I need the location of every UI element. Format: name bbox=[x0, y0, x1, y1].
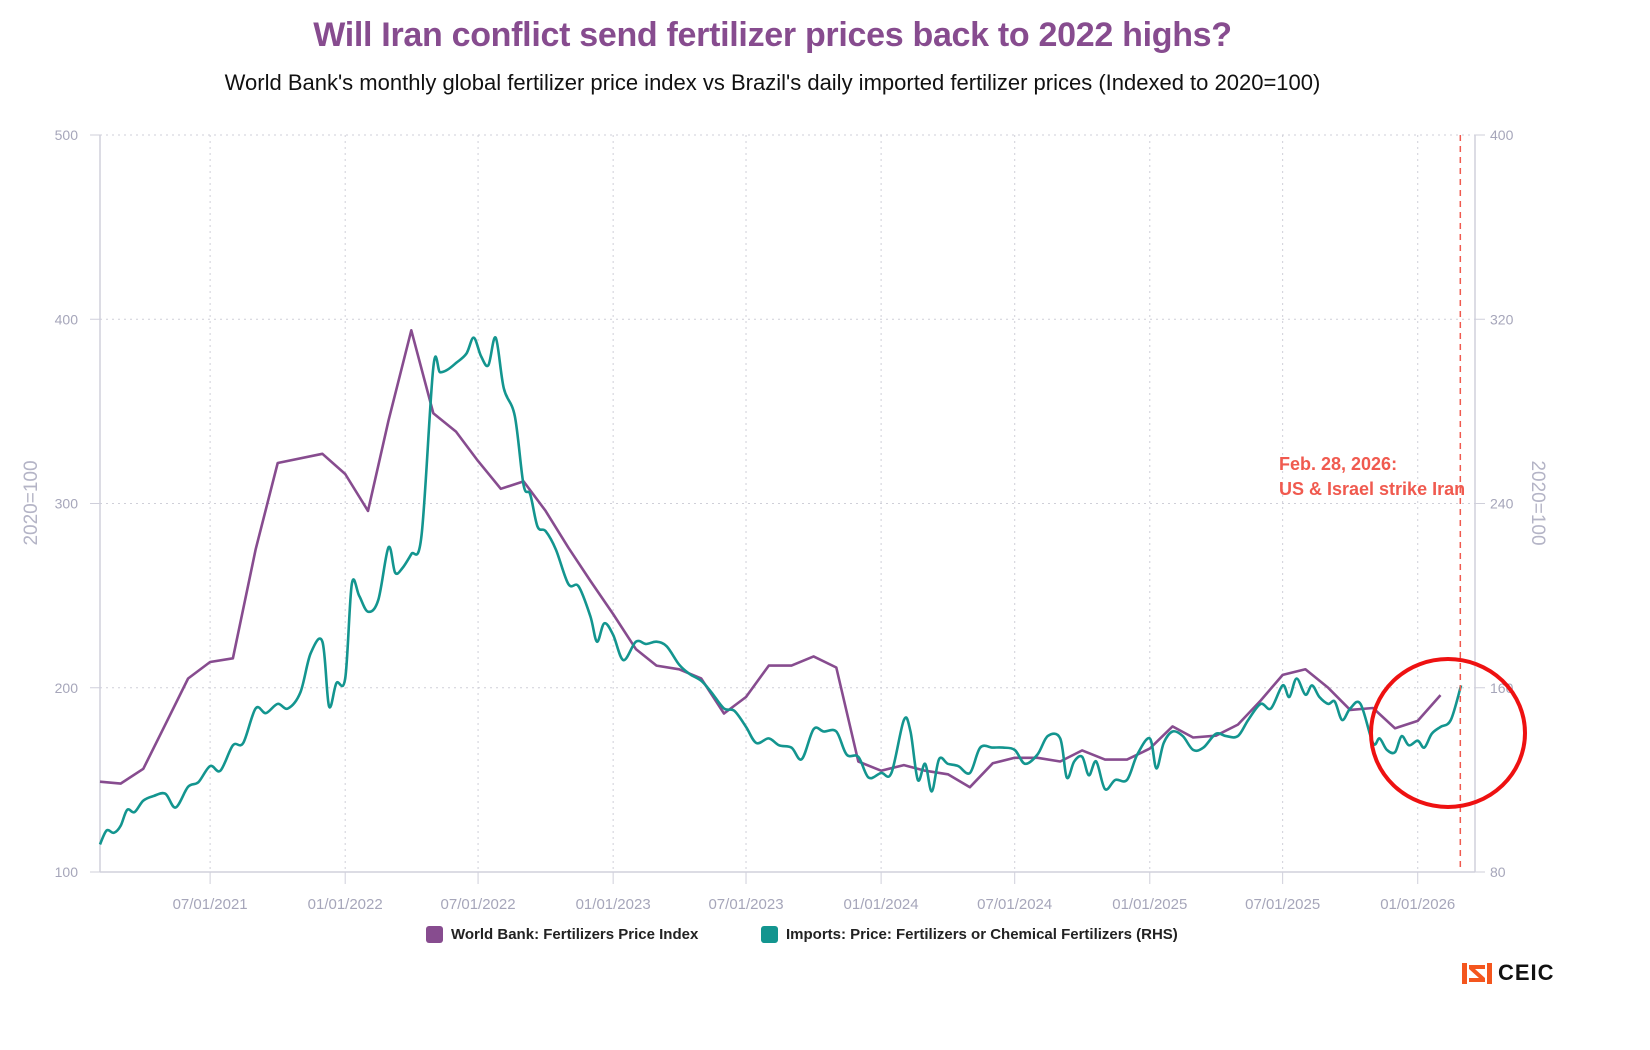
legend-swatch-imports bbox=[761, 926, 778, 943]
chart-title: Will Iran conflict send fertilizer price… bbox=[313, 16, 1232, 54]
ceic-logo: CEIC bbox=[1462, 960, 1555, 986]
legend-item-world-bank[interactable]: World Bank: Fertilizers Price Index bbox=[426, 926, 698, 943]
legend-label-world-bank: World Bank: Fertilizers Price Index bbox=[451, 926, 699, 943]
chart-subtitle: World Bank's monthly global fertilizer p… bbox=[224, 70, 1321, 95]
series-layer bbox=[98, 329, 1463, 845]
x-tick-label: 07/01/2023 bbox=[708, 896, 783, 913]
legend-item-imports[interactable]: Imports: Price: Fertilizers or Chemical … bbox=[761, 926, 1178, 943]
y-left-tick-label: 500 bbox=[55, 127, 79, 143]
y-left-tick-label: 300 bbox=[55, 496, 79, 512]
gridlines bbox=[100, 134, 1475, 872]
y-left-tick-label: 400 bbox=[55, 311, 79, 327]
series-line-world-bank bbox=[99, 329, 1442, 789]
y-left-tick-label: 200 bbox=[55, 680, 79, 696]
x-tick-label: 01/01/2024 bbox=[844, 896, 919, 913]
annotation-line-1: Feb. 28, 2026: bbox=[1279, 454, 1397, 474]
x-tick-label: 07/01/2022 bbox=[441, 896, 516, 913]
y-left-tick-label: 100 bbox=[55, 864, 79, 880]
x-tick-label: 07/01/2024 bbox=[977, 896, 1052, 913]
legend-label-imports: Imports: Price: Fertilizers or Chemical … bbox=[786, 926, 1178, 943]
series-line-imports bbox=[98, 336, 1463, 845]
x-tick-label: 07/01/2025 bbox=[1245, 896, 1320, 913]
x-tick-label: 01/01/2025 bbox=[1112, 896, 1187, 913]
annotation-line-2: US & Israel strike Iran bbox=[1279, 479, 1465, 499]
legend-swatch-world-bank bbox=[426, 926, 443, 943]
axes bbox=[90, 134, 1485, 884]
highlight-circle bbox=[1369, 657, 1527, 809]
x-tick-label: 01/01/2023 bbox=[576, 896, 651, 913]
y-right-tick-label: 80 bbox=[1490, 864, 1506, 880]
y-right-tick-label: 320 bbox=[1490, 311, 1514, 327]
y-axis-left-title: 2020=100 bbox=[21, 460, 42, 545]
y-right-tick-label: 240 bbox=[1490, 496, 1514, 512]
y-right-tick-label: 400 bbox=[1490, 127, 1514, 143]
x-tick-label: 01/01/2026 bbox=[1380, 896, 1455, 913]
x-tick-label: 07/01/2021 bbox=[173, 896, 248, 913]
ceic-logo-text: CEIC bbox=[1498, 960, 1555, 985]
x-tick-label: 01/01/2022 bbox=[308, 896, 383, 913]
ceic-logo-icon bbox=[1462, 963, 1492, 984]
y-axis-right-title: 2020=100 bbox=[1527, 460, 1548, 545]
